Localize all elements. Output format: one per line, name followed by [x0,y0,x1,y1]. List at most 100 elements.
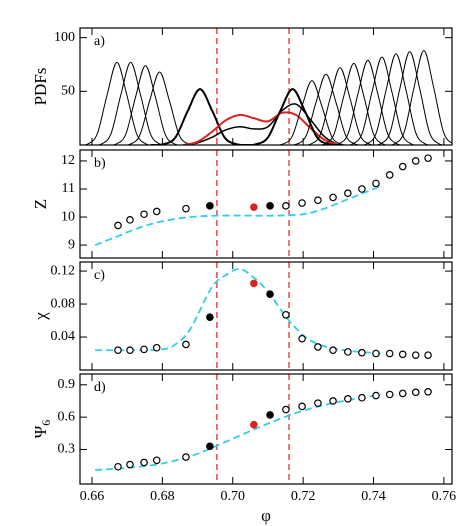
pdf-curve [356,53,436,145]
data-point [206,313,214,322]
data-point [314,399,322,407]
data-point [385,171,394,179]
fit-curve [95,393,381,471]
pdf-curve [243,88,342,145]
data-point [329,397,337,405]
pdf-curve [183,111,339,145]
plot-area [95,262,432,370]
data-point [424,387,432,396]
pdf-curve [342,56,422,145]
panel-label: d) [94,380,106,395]
data-point [358,393,366,402]
pdf-curve [370,51,450,145]
data-point [358,348,366,357]
y-axis-label-subscript: 6 [39,420,53,426]
panel-label: a) [94,34,105,49]
data-point [206,442,214,451]
frame [79,373,453,485]
x-tick-label: 0.74 [361,489,386,504]
data-point [385,390,394,399]
data-point [344,348,352,356]
data-point [114,462,122,471]
data-point [266,411,274,419]
data-point [372,349,380,358]
pdf-curve [300,67,380,145]
data-point [182,453,190,461]
pdf-curve [150,88,250,145]
fit-curve [95,268,381,355]
y-tick-label: 10 [61,209,75,224]
pdf-curve [384,50,452,145]
x-tick-label: 0.76 [432,489,457,504]
data-point [266,290,274,298]
data-point [114,221,122,230]
data-point [182,204,190,213]
data-point [344,189,352,198]
pdf-curve [120,71,199,145]
data-point [372,391,380,400]
y-axis-label: Ψ6 [31,420,53,439]
data-point [282,202,290,210]
y-tick-label: 12 [61,153,75,168]
pdf-curve [328,59,408,145]
pdf-curve [286,73,366,145]
x-tick-label: 0.72 [291,489,316,504]
data-point [398,389,407,398]
y-axis-label-text: PDFs [31,68,50,106]
data-point [152,456,161,465]
y-axis-label-text: Z [31,199,50,209]
data-point [398,162,407,171]
plot-area [95,374,432,484]
data-point [282,405,290,414]
data-point [250,203,258,212]
x-axis-label: φ [261,506,271,525]
data-point [266,202,274,210]
data-point [182,340,190,349]
plot-area [80,28,452,145]
frame [79,149,453,259]
data-point [385,349,394,358]
data-point [424,351,432,359]
x-tick-label: 0.70 [220,489,245,504]
y-axis-label: PDFs [31,68,50,106]
data-point [140,210,148,219]
data-point [114,346,122,355]
y-axis-label-text: χ [31,312,50,321]
y-tick-label: 50 [61,84,75,99]
data-point [152,207,161,216]
y-tick-label: 0.3 [58,442,76,457]
data-point [140,345,148,354]
y-axis-label: χ [31,312,50,321]
data-point [152,343,161,352]
x-tick-label: 0.68 [150,489,175,504]
data-point [298,199,306,207]
frame [79,27,453,146]
data-point [314,343,322,351]
data-point [298,402,306,411]
pdf-curve [314,62,394,145]
y-tick-label: 0.04 [51,329,76,344]
data-point [398,350,407,359]
x-tick-label: 0.66 [80,489,105,504]
pdf-curve [106,65,185,145]
y-tick-label: 0.08 [51,296,76,311]
y-tick-label: 11 [62,181,75,196]
data-point [411,388,420,397]
y-axis-label: Z [31,199,50,209]
pdf-curve [80,61,157,145]
y-tick-label: 9 [68,237,75,252]
pdf-curve [91,61,171,145]
fit-curve [94,185,381,246]
data-point [140,458,148,467]
data-point [206,202,214,210]
panel-label: c) [94,268,105,283]
data-point [329,193,337,202]
data-point [250,420,258,429]
data-point [282,310,290,319]
panel-label: b) [94,156,106,171]
data-point [250,279,258,288]
data-point [329,346,337,355]
pdf-curve [272,80,352,145]
data-point [411,351,420,359]
